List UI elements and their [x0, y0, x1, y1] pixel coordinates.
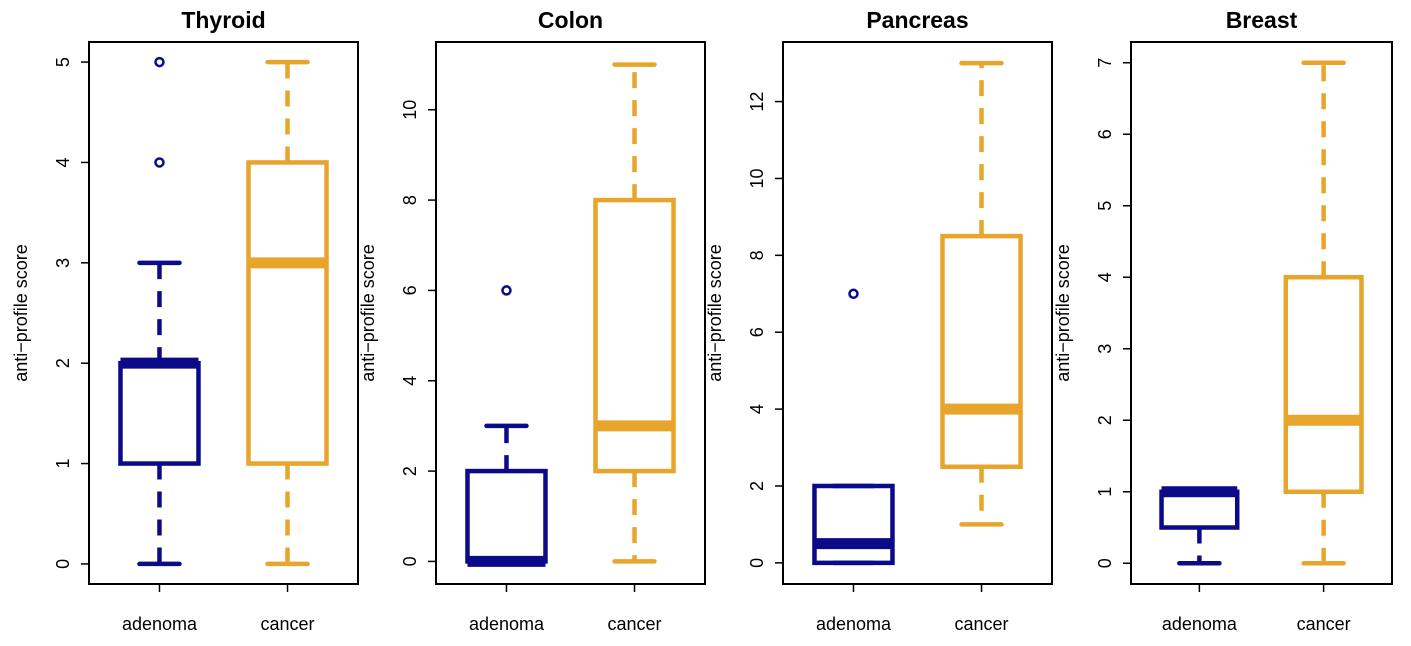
y-tick-label: 3	[53, 258, 73, 268]
outlier-point	[501, 285, 512, 296]
y-tick-label: 5	[53, 57, 73, 67]
y-tick-label: 6	[400, 285, 420, 295]
box-rect	[812, 483, 895, 566]
y-axis-label: anti−profile score	[358, 244, 378, 382]
box-cancer	[1283, 60, 1364, 566]
x-tick-label: adenoma	[122, 614, 198, 634]
y-tick-label: 8	[400, 195, 420, 205]
panel-breast: Breast anti−profile score 0 1 2 3 4 5 6 7 adenoma c…	[1053, 7, 1393, 634]
plot-frame	[435, 41, 706, 585]
x-tick-label: cancer	[1297, 614, 1351, 634]
y-tick-label: 3	[1095, 344, 1115, 354]
box-rect	[118, 360, 201, 466]
outlier-point	[848, 288, 859, 300]
box-adenoma	[118, 56, 201, 567]
y-tick-label: 2	[1095, 415, 1115, 425]
y-axis-label: anti−profile score	[11, 244, 31, 382]
y-axis-label: anti−profile score	[705, 244, 725, 382]
box-rect	[593, 197, 676, 474]
y-tick-label: 0	[400, 556, 420, 566]
y-tick-label: 12	[747, 92, 767, 112]
y-tick-label: 5	[1095, 201, 1115, 211]
box-adenoma	[465, 285, 548, 567]
y-tick-label: 6	[1095, 129, 1115, 139]
chart-title: Thyroid	[181, 7, 265, 33]
y-tick-label: 10	[747, 168, 767, 188]
y-tick-label: 2	[400, 466, 420, 476]
y-tick-label: 6	[747, 327, 767, 337]
y-axis-label: anti−profile score	[1053, 244, 1073, 382]
y-tick-label: 2	[53, 358, 73, 368]
y-tick-label: 4	[1095, 272, 1115, 282]
outlier-point	[154, 157, 165, 168]
x-tick-label: cancer	[608, 614, 662, 634]
box-rect	[246, 160, 329, 466]
chart-title: Breast	[1226, 7, 1298, 33]
y-tick-label: 10	[400, 100, 420, 120]
x-tick-label: adenoma	[1162, 614, 1238, 634]
y-tick-label: 1	[1095, 487, 1115, 497]
box-cancer	[593, 62, 676, 564]
y-tick-label: 4	[53, 157, 73, 167]
panel-colon: Colon anti−profile score 0 2 4 6 8 10 adenoma can…	[358, 7, 706, 634]
x-tick-label: cancer	[955, 614, 1009, 634]
x-tick-label: cancer	[261, 614, 315, 634]
box-rect	[1283, 274, 1364, 495]
x-tick-label: adenoma	[816, 614, 892, 634]
box-rect	[465, 468, 548, 564]
plot-frame	[88, 41, 359, 585]
plot-frame	[782, 41, 1053, 585]
panel-pancreas: Pancreas anti−profile score 0 2 4 6 8 10 12 adeno…	[705, 7, 1053, 634]
y-tick-label: 1	[53, 459, 73, 469]
panel-thyroid: Thyroid anti−profile score 0 1 2 3 4 5 adenoma ca…	[11, 7, 359, 634]
y-tick-label: 4	[747, 404, 767, 414]
box-rect	[940, 233, 1023, 470]
box-cancer	[246, 59, 329, 567]
chart-title: Colon	[538, 7, 603, 33]
y-tick-label: 8	[747, 250, 767, 260]
x-tick-label: adenoma	[469, 614, 545, 634]
y-tick-label: 0	[53, 559, 73, 569]
chart-title: Pancreas	[866, 7, 968, 33]
box-cancer	[940, 60, 1023, 527]
box-adenoma	[1159, 486, 1240, 566]
y-tick-label: 2	[747, 481, 767, 491]
box-adenoma	[812, 288, 895, 566]
y-tick-label: 7	[1095, 58, 1115, 68]
outlier-point	[154, 56, 165, 68]
y-tick-label: 4	[400, 376, 420, 386]
plot-frame	[1130, 41, 1393, 585]
y-tick-label: 0	[1095, 558, 1115, 568]
y-tick-label: 0	[747, 558, 767, 568]
